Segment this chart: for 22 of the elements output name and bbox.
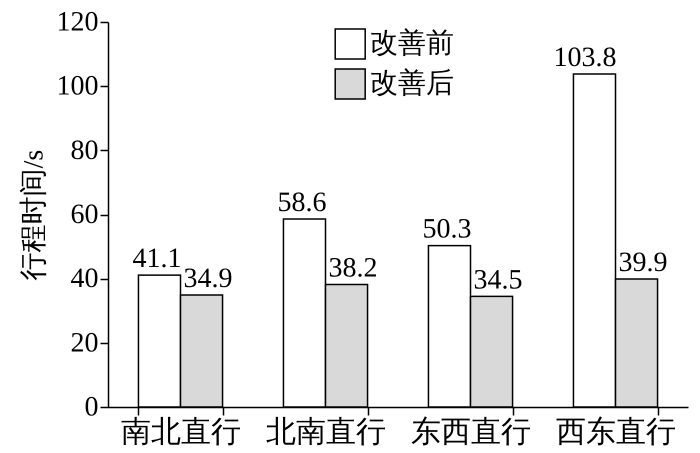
- data-label: 38.2: [328, 252, 378, 284]
- y-tick-label: 60: [70, 199, 98, 230]
- data-label: 58.6: [278, 186, 326, 218]
- data-label: 39.9: [618, 246, 668, 278]
- x-tick-label: 北南直行: [266, 416, 386, 448]
- x-tick-label: 南北直行: [121, 416, 241, 448]
- x-tick-label: 西东直行: [556, 416, 676, 448]
- data-label: 41.1: [132, 243, 182, 274]
- y-axis-title: 行程时间/s: [18, 150, 50, 280]
- y-tick-label: 100: [56, 70, 98, 102]
- x-tick-label: 东西直行: [411, 416, 531, 448]
- y-tick-label: 0: [84, 392, 98, 422]
- data-label: 34.9: [184, 263, 232, 294]
- data-label: 34.5: [474, 264, 522, 296]
- y-tick-label: 120: [56, 6, 98, 38]
- y-tick-label: 20: [70, 327, 98, 358]
- legend-label: 改善后: [370, 67, 454, 99]
- y-tick-label: 40: [70, 263, 98, 294]
- data-label: 50.3: [422, 214, 472, 245]
- y-tick-label: 80: [70, 134, 98, 166]
- legend-label: 改善前: [370, 27, 454, 59]
- data-label: 103.8: [554, 42, 616, 73]
